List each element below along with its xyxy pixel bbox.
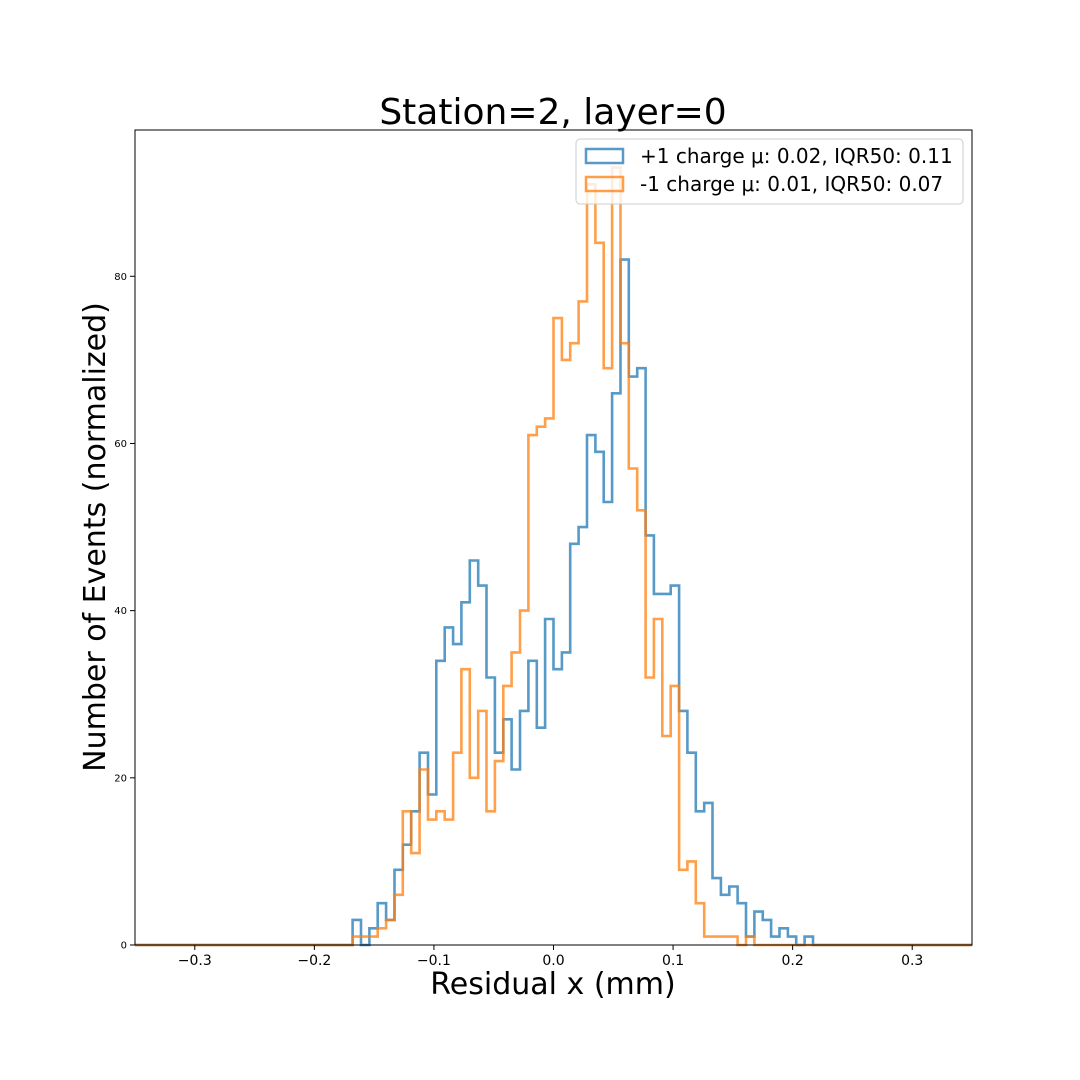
legend-box xyxy=(575,138,964,205)
y-tick-label: 20 xyxy=(114,773,127,784)
plot-area xyxy=(135,166,972,947)
x-tick-label: −0.1 xyxy=(417,953,451,969)
legend-label-series-2: -1 charge μ: 0.01, IQR50: 0.07 xyxy=(640,172,943,196)
x-axis-label: Residual x (mm) xyxy=(430,967,675,1002)
y-axis-ticks: 0 20 40 60 80 xyxy=(114,272,135,952)
x-tick-label: 0.1 xyxy=(662,953,684,969)
y-axis-label: Number of Events (normalized) xyxy=(78,302,113,772)
y-tick-label: 80 xyxy=(114,272,127,283)
histogram-series-2 xyxy=(135,166,972,947)
x-tick-label: 0.2 xyxy=(782,953,804,969)
histogram-series-1 xyxy=(135,258,972,947)
x-tick-label: 0.3 xyxy=(901,953,923,969)
legend-label-series-1: +1 charge μ: 0.02, IQR50: 0.11 xyxy=(640,144,953,168)
chart-title: Station=2, layer=0 xyxy=(379,92,726,133)
y-tick-label: 0 xyxy=(121,941,127,952)
x-tick-label: −0.3 xyxy=(178,953,212,969)
x-tick-label: 0.0 xyxy=(542,953,564,969)
x-tick-label: −0.2 xyxy=(297,953,331,969)
legend-swatch-series-2 xyxy=(584,175,625,193)
legend: +1 charge μ: 0.02, IQR50: 0.11 -1 charge… xyxy=(575,138,964,205)
x-axis-ticks: −0.3 −0.2 −0.1 0.0 0.1 0.2 0.3 xyxy=(178,945,923,969)
legend-swatch-series-1 xyxy=(584,147,625,165)
y-tick-label: 60 xyxy=(114,439,127,450)
y-tick-label: 40 xyxy=(114,606,127,617)
